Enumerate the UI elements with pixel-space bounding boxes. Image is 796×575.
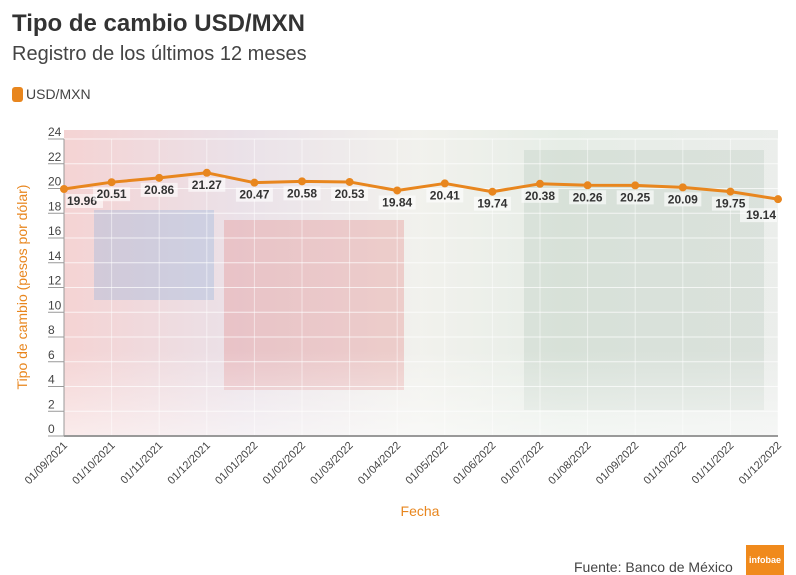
series-line xyxy=(63,171,779,201)
data-label-bg xyxy=(140,182,178,197)
data-label-bg xyxy=(426,188,464,203)
y-tick-label: 6 xyxy=(48,348,55,362)
data-label-bg xyxy=(664,192,702,207)
y-tick-label: 4 xyxy=(48,373,55,387)
data-label: 20.47 xyxy=(239,188,269,202)
x-tick-label: 01/12/2021 xyxy=(166,440,213,487)
y-tick-label: 18 xyxy=(48,199,62,213)
data-point[interactable] xyxy=(202,168,211,177)
x-tick-label: 01/06/2022 xyxy=(451,440,498,487)
data-label: 20.25 xyxy=(620,190,650,204)
data-label-bg xyxy=(521,188,559,203)
data-label: 20.26 xyxy=(573,190,603,204)
data-label-bg xyxy=(188,177,226,192)
data-label: 20.09 xyxy=(668,192,698,206)
chart-subtitle: Registro de los últimos 12 meses xyxy=(12,43,307,65)
x-tick-label: 01/02/2022 xyxy=(261,440,308,487)
data-point[interactable] xyxy=(440,179,449,188)
data-point[interactable] xyxy=(488,187,497,196)
y-axis-label: Tipo de cambio (pesos por dólar) xyxy=(14,184,30,390)
data-label-bg xyxy=(711,196,749,211)
x-tick-label: 01/10/2022 xyxy=(642,440,689,487)
legend: USD/MXN xyxy=(12,86,91,102)
data-label: 20.51 xyxy=(97,187,127,201)
y-tick-label: 0 xyxy=(48,422,55,436)
data-label-bg xyxy=(740,208,777,223)
data-point[interactable] xyxy=(678,183,687,192)
x-tick-label: 01/08/2022 xyxy=(546,440,593,487)
data-label-bg xyxy=(331,186,369,201)
y-tick-label: 8 xyxy=(48,323,55,337)
data-point[interactable] xyxy=(393,186,402,195)
y-tick-label: 10 xyxy=(48,298,62,312)
data-point[interactable] xyxy=(536,179,544,188)
x-tick-label: 01/07/2022 xyxy=(499,440,546,487)
data-label: 20.41 xyxy=(430,188,460,202)
data-label: 19.96 xyxy=(67,194,97,208)
y-tick-label: 24 xyxy=(48,125,62,139)
data-label: 20.38 xyxy=(525,189,555,203)
x-tick-label: 01/12/2022 xyxy=(737,440,784,487)
x-tick-label: 01/03/2022 xyxy=(308,440,355,487)
data-label: 19.74 xyxy=(477,197,507,211)
infobae-logo: infobae xyxy=(746,545,784,575)
y-tick-label: 2 xyxy=(48,397,55,411)
y-tick-label: 14 xyxy=(48,249,62,263)
y-tick-label: 12 xyxy=(48,274,62,288)
y-tick-label: 22 xyxy=(48,150,62,164)
x-tick-label: 01/11/2021 xyxy=(118,440,165,487)
x-tick-label: 01/05/2022 xyxy=(404,440,451,487)
data-label: 20.53 xyxy=(335,187,365,201)
legend-label: USD/MXN xyxy=(26,86,91,102)
data-point[interactable] xyxy=(631,181,640,190)
data-point[interactable] xyxy=(250,178,259,187)
y-tick-label: 20 xyxy=(48,175,62,189)
data-label: 19.84 xyxy=(382,195,412,209)
data-label: 19.75 xyxy=(715,197,745,211)
x-tick-label: 01/11/2022 xyxy=(690,440,737,487)
data-label-bg xyxy=(235,187,273,202)
data-label: 21.27 xyxy=(192,178,222,192)
data-label: 20.86 xyxy=(144,183,174,197)
x-tick-label: 01/09/2022 xyxy=(594,440,641,487)
x-axis-label: Fecha xyxy=(400,503,440,519)
data-label-bg xyxy=(616,190,654,205)
x-tick-label: 01/04/2022 xyxy=(356,440,403,487)
y-tick-label: 16 xyxy=(48,224,62,238)
data-label-bg xyxy=(93,187,131,202)
x-tick-label: 01/01/2022 xyxy=(213,440,260,487)
chart-title: Tipo de cambio USD/MXN xyxy=(12,10,305,37)
legend-swatch-icon xyxy=(12,86,23,102)
data-label-bg xyxy=(283,186,321,201)
data-point[interactable] xyxy=(583,181,592,190)
source-note: Fuente: Banco de México xyxy=(574,559,733,575)
data-point[interactable] xyxy=(155,173,164,182)
data-label-bg xyxy=(473,196,511,211)
x-tick-label: 01/09/2021 xyxy=(23,440,70,487)
data-point[interactable] xyxy=(298,177,306,186)
data-point[interactable] xyxy=(774,195,782,204)
data-point[interactable] xyxy=(345,177,354,186)
data-label: 19.14 xyxy=(746,208,776,222)
data-point[interactable] xyxy=(60,184,68,193)
data-label-bg xyxy=(378,195,416,210)
data-label: 20.58 xyxy=(287,186,317,200)
x-tick-label: 01/10/2021 xyxy=(70,440,117,487)
data-point[interactable] xyxy=(726,187,735,196)
data-point[interactable] xyxy=(107,178,116,187)
data-label-bg xyxy=(569,190,607,205)
